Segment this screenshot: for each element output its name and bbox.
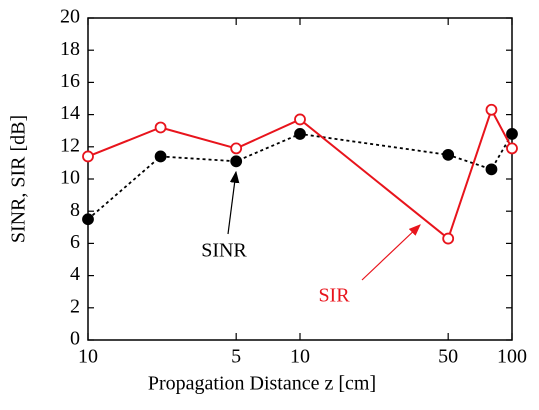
y-tick-label: 18: [60, 38, 80, 60]
data-point: [442, 148, 455, 161]
y-tick-label: 6: [70, 231, 80, 253]
y-axis-label: SINR, SIR [dB]: [8, 115, 30, 243]
data-point: [442, 232, 455, 245]
data-point: [506, 142, 518, 155]
data-point: [485, 163, 498, 176]
y-tick-label: 10: [60, 167, 80, 189]
x-tick-label: 100: [497, 346, 527, 368]
y-tick-label: 4: [70, 263, 80, 285]
y-tick-label: 0: [70, 328, 80, 350]
data-point: [485, 103, 498, 116]
x-tick-label: 10: [78, 346, 98, 368]
series-line: [87, 132, 513, 220]
y-tick-label: 8: [70, 199, 80, 221]
y-tick-label: 12: [60, 134, 80, 156]
y-tick-label: 14: [60, 102, 80, 124]
data-point: [230, 142, 243, 155]
annotation-arrow: [227, 170, 240, 235]
data-point: [230, 155, 243, 168]
y-tick-label: 16: [60, 70, 80, 92]
plot-frame: [87, 17, 513, 341]
annotation: SINR: [201, 240, 247, 262]
data-point: [82, 213, 94, 226]
annotation-arrow: [361, 224, 421, 281]
data-point: [154, 121, 167, 134]
y-tick-label: 2: [70, 295, 80, 317]
data-point: [82, 150, 94, 163]
data-point: [294, 128, 306, 140]
x-axis-label: Propagation Distance z [cm]: [148, 373, 376, 395]
x-tick-label: 50: [438, 346, 458, 368]
y-tick-label: 20: [60, 6, 80, 28]
data-point: [506, 128, 518, 140]
x-tick-label: 5: [231, 346, 241, 368]
data-point: [154, 150, 167, 163]
x-tick-label: 10: [290, 346, 310, 368]
annotation: SIR: [318, 285, 350, 307]
data-point: [294, 113, 306, 126]
